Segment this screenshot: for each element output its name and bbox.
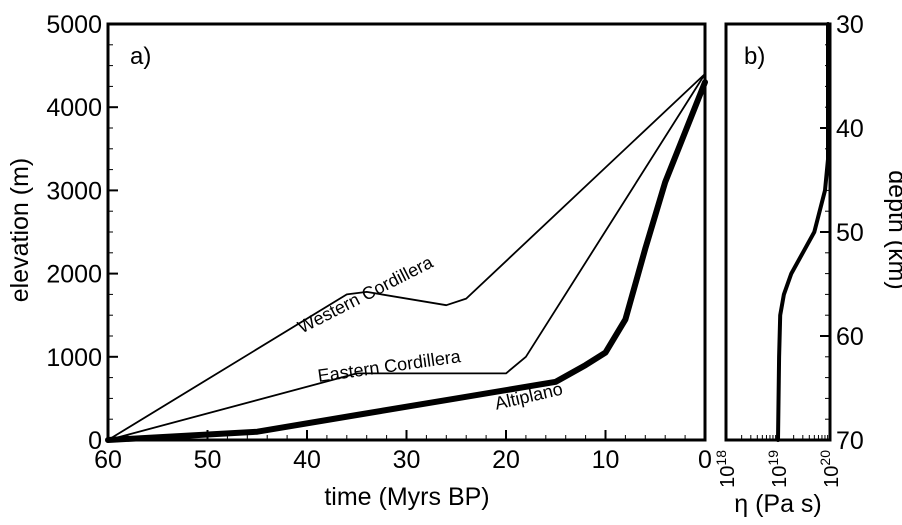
tick-base: 10	[717, 466, 739, 488]
x-tick-label: 20	[492, 446, 520, 474]
tick-exponent: 18	[713, 450, 729, 466]
viscosity-tick-text: 1018	[713, 450, 739, 488]
viscosity-tick-label: 1018	[713, 450, 739, 488]
x-tick-label: 40	[293, 446, 321, 474]
series-line-western-cordillera	[107, 73, 706, 441]
panel-a-axes-frame	[106, 22, 707, 442]
panel-b-label: b)	[744, 43, 765, 70]
panel-a: 0 1000 2000 3000 4000 5000 60 50 40 30 20 10 0 a) t…	[6, 11, 712, 511]
depth-tick-label: 30	[836, 11, 864, 39]
y-tick-label: 3000	[46, 177, 102, 205]
depth-tick-label: 70	[836, 427, 864, 455]
depth-tick-label: 50	[836, 219, 864, 247]
series-label-eastern-cordillera: Eastern Cordillera	[316, 346, 462, 386]
viscosity-tick-text: 1019	[765, 450, 791, 488]
panel-a-y-axis-label: elevation (m)	[6, 158, 34, 303]
panel-b-x-axis-label: η (Pa s)	[734, 490, 822, 518]
panel-a-x-axis-label: time (Myrs BP)	[324, 483, 489, 511]
x-tick-label: 10	[592, 446, 620, 474]
series-label-western-cordillera: Western Cordillera	[294, 252, 436, 338]
depth-tick-label: 60	[836, 323, 864, 351]
viscosity-tick-label: 1020	[817, 450, 843, 488]
y-tick-label: 5000	[46, 11, 102, 39]
depth-tick-label: 40	[836, 115, 864, 143]
y-tick-label: 1000	[46, 344, 102, 372]
x-tick-label: 60	[94, 446, 122, 474]
panel-a-y-ticks: 0 1000 2000 3000 4000 5000	[46, 11, 118, 455]
tick-exponent: 20	[817, 450, 833, 466]
y-tick-label: 2000	[46, 261, 102, 289]
viscosity-profile-line	[776, 22, 830, 442]
y-tick-label: 4000	[46, 94, 102, 122]
panel-b-y-axis-label: depth (km)	[883, 170, 902, 289]
tick-base: 10	[821, 466, 843, 488]
x-tick-label: 30	[393, 446, 421, 474]
tick-exponent: 19	[765, 450, 781, 466]
x-tick-label: 0	[698, 446, 712, 474]
panel-b-series	[776, 22, 830, 442]
y-tick-label: 0	[88, 427, 102, 455]
viscosity-tick-label: 1019	[765, 450, 791, 488]
tick-base: 10	[769, 466, 791, 488]
series-line-eastern-cordillera	[107, 73, 706, 441]
panel-a-label: a)	[130, 43, 151, 70]
panel-a-series	[105, 73, 708, 443]
x-tick-label: 50	[194, 446, 222, 474]
viscosity-tick-text: 1020	[817, 450, 843, 488]
series-line-altiplano	[105, 79, 708, 443]
